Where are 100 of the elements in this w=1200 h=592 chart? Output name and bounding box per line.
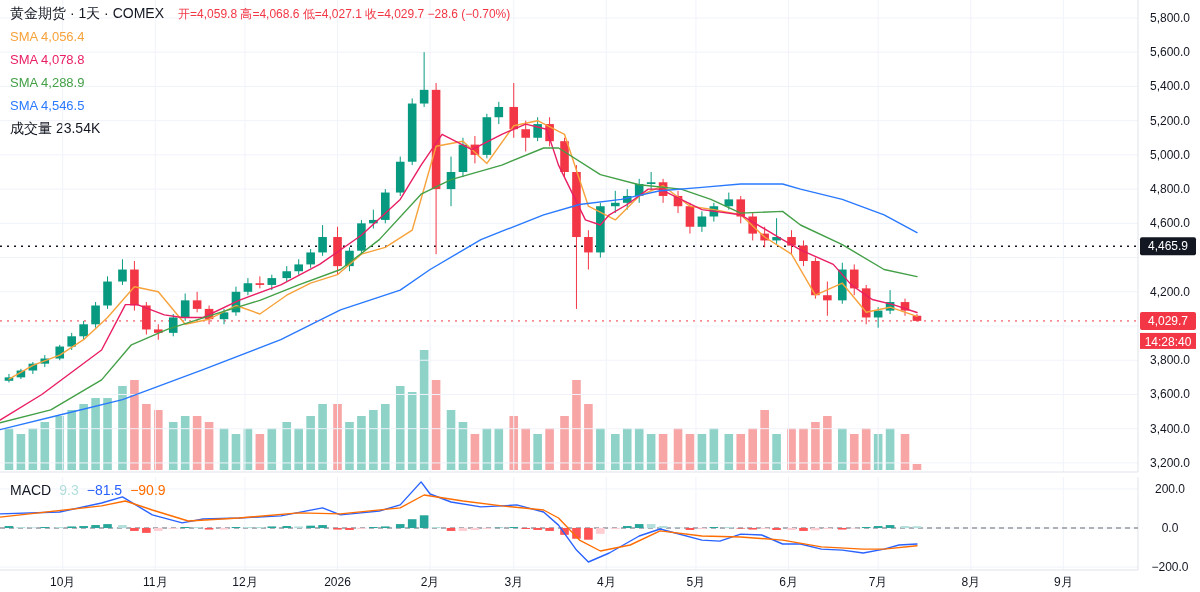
- y-tick-label: 5,600.0: [1149, 45, 1191, 60]
- bar: [596, 428, 605, 470]
- x-tick-label: 11月: [143, 575, 168, 589]
- x-tick-label: 12月: [232, 575, 258, 589]
- candlestick: [419, 51, 429, 108]
- bar: [622, 428, 632, 470]
- line-series: [0, 183, 918, 431]
- bar: [91, 398, 100, 470]
- y-tick-label: −200.0: [1151, 560, 1189, 575]
- bar: [634, 524, 644, 528]
- ref-line-label: 4,029.7: [1147, 313, 1189, 328]
- bar: [760, 410, 769, 470]
- y-tick-label: 5,200.0: [1149, 113, 1191, 128]
- y-tick-label: 3,800.0: [1149, 353, 1191, 368]
- bar: [103, 398, 112, 470]
- bar: [885, 525, 895, 528]
- candlestick: [584, 229, 593, 271]
- chart-title: MACD: [10, 482, 52, 498]
- y-tick-label: 200.0: [1154, 481, 1186, 496]
- bar: [395, 386, 405, 470]
- candlestick: [318, 224, 327, 257]
- candlestick: [180, 293, 190, 322]
- bar: [294, 428, 303, 470]
- text: 开=4,059.8 高=4,068.6 低=4,027.1 收=4,029.7 −28.6 (−0.70%): [178, 7, 511, 21]
- bar: [118, 525, 127, 528]
- bar: [823, 416, 832, 470]
- bar: [611, 434, 620, 470]
- bar: [772, 434, 781, 470]
- bar: [118, 386, 127, 470]
- candlestick: [192, 291, 202, 313]
- bar: [381, 404, 390, 470]
- y-tick-label: 5,000.0: [1149, 147, 1191, 162]
- bar: [560, 416, 569, 470]
- bar: [306, 416, 315, 470]
- text: SMA 4,056.4: [10, 29, 85, 44]
- bar: [572, 380, 581, 470]
- bar: [91, 525, 100, 528]
- bar: [545, 428, 554, 470]
- x-tick-label: 7月: [868, 575, 888, 589]
- bar: [736, 434, 746, 470]
- x-tick-label: 2026: [324, 575, 352, 589]
- chart-title: 黄金期货 · 1天 · COMEX: [10, 5, 165, 21]
- line-series: [0, 494, 918, 552]
- bar: [369, 410, 378, 470]
- bar: [357, 416, 366, 470]
- bar: [849, 434, 859, 470]
- bar: [318, 404, 327, 470]
- candlestick: [306, 248, 315, 269]
- bar: [154, 527, 163, 531]
- y-tick-label: 4,600.0: [1149, 216, 1191, 231]
- y-tick-label: 3,600.0: [1149, 387, 1191, 402]
- bar: [799, 428, 808, 470]
- bar: [67, 410, 76, 470]
- text: 14:28:40: [1144, 334, 1192, 349]
- x-tick-label: 2月: [420, 575, 440, 589]
- bar: [545, 527, 554, 531]
- bar: [811, 527, 820, 531]
- candlestick: [521, 120, 530, 152]
- candlestick: [823, 281, 832, 317]
- candlestick: [697, 210, 707, 233]
- bar: [419, 515, 429, 528]
- y-tick-label: 5,400.0: [1149, 79, 1191, 94]
- y-tick-label: 3,400.0: [1149, 421, 1191, 436]
- text: 9.3: [59, 482, 79, 498]
- bar: [811, 422, 820, 470]
- series-label: −90.9: [130, 482, 166, 498]
- bar: [584, 404, 593, 470]
- bar: [596, 527, 605, 534]
- x-tick-label: 4月: [596, 575, 616, 589]
- bar: [345, 422, 354, 470]
- bar: [446, 527, 456, 531]
- bar: [142, 527, 151, 533]
- bar: [458, 527, 468, 531]
- candlestick: [799, 239, 808, 267]
- bar: [79, 404, 88, 470]
- x-tick-label: 8月: [961, 575, 981, 589]
- bar: [407, 519, 417, 528]
- candlestick: [849, 263, 859, 296]
- candlestick: [103, 275, 112, 310]
- bar: [306, 525, 315, 528]
- y-tick-label: 0.0: [1161, 520, 1179, 535]
- y-tick-label: 3,200.0: [1149, 455, 1191, 470]
- y-tick-label: 4,800.0: [1149, 182, 1191, 197]
- candlestick: [685, 202, 695, 235]
- line-series: [0, 481, 918, 563]
- x-tick-label: 3月: [504, 575, 524, 589]
- bar: [130, 380, 139, 470]
- bar: [282, 422, 292, 470]
- bar: [130, 527, 139, 531]
- candlestick: [494, 101, 504, 125]
- bar: [912, 464, 922, 470]
- bar: [584, 527, 593, 540]
- bar: [168, 422, 178, 470]
- chart-title: 成交量 23.54K: [10, 120, 101, 136]
- x-tick-label: 10月: [50, 575, 76, 589]
- candlestick: [255, 275, 265, 289]
- bar: [395, 524, 405, 528]
- candlestick: [611, 190, 620, 214]
- series-label: −81.5: [86, 482, 123, 498]
- y-tick-label: 4,200.0: [1149, 284, 1191, 299]
